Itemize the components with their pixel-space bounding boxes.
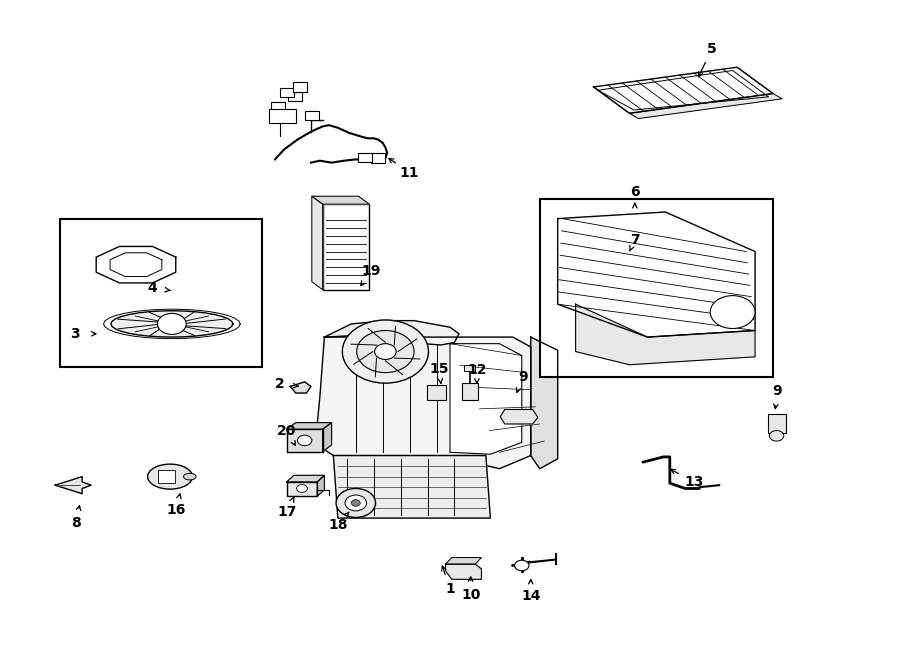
Bar xyxy=(357,153,372,162)
Circle shape xyxy=(710,295,755,329)
Polygon shape xyxy=(333,455,490,518)
Text: 6: 6 xyxy=(630,185,640,199)
Bar xyxy=(269,108,296,123)
Polygon shape xyxy=(322,422,331,451)
Polygon shape xyxy=(287,422,331,429)
Circle shape xyxy=(298,435,311,446)
Bar xyxy=(288,93,302,101)
Text: 17: 17 xyxy=(277,504,296,518)
Polygon shape xyxy=(315,337,531,469)
Circle shape xyxy=(336,488,375,518)
Text: 14: 14 xyxy=(521,590,541,603)
Polygon shape xyxy=(324,321,459,345)
Polygon shape xyxy=(558,212,755,337)
Polygon shape xyxy=(594,67,773,113)
Polygon shape xyxy=(629,94,782,118)
Text: 11: 11 xyxy=(400,165,419,180)
Text: 3: 3 xyxy=(70,327,80,341)
Text: 12: 12 xyxy=(467,363,487,377)
Text: 18: 18 xyxy=(328,518,347,531)
Text: 9: 9 xyxy=(518,369,527,383)
Polygon shape xyxy=(111,311,233,337)
Ellipse shape xyxy=(184,473,196,480)
Polygon shape xyxy=(576,304,755,365)
Polygon shape xyxy=(317,475,324,496)
Text: 4: 4 xyxy=(148,281,157,295)
Bar xyxy=(371,153,385,163)
Bar xyxy=(158,470,175,483)
Ellipse shape xyxy=(148,464,193,489)
Text: 5: 5 xyxy=(707,42,717,56)
Bar xyxy=(427,385,446,400)
Polygon shape xyxy=(96,247,176,283)
Text: 2: 2 xyxy=(274,377,284,391)
Bar xyxy=(322,204,369,290)
Text: 16: 16 xyxy=(166,502,186,516)
Text: 1: 1 xyxy=(446,582,454,596)
Circle shape xyxy=(515,561,529,570)
Text: 9: 9 xyxy=(773,384,782,398)
Text: 15: 15 xyxy=(429,362,449,375)
Circle shape xyxy=(351,500,360,506)
Polygon shape xyxy=(311,196,322,290)
Polygon shape xyxy=(500,409,538,424)
Polygon shape xyxy=(446,558,482,564)
Text: 7: 7 xyxy=(630,233,640,247)
Polygon shape xyxy=(55,477,91,494)
Circle shape xyxy=(345,495,366,511)
Polygon shape xyxy=(450,344,522,454)
Circle shape xyxy=(374,344,396,360)
Polygon shape xyxy=(531,337,558,469)
Bar xyxy=(304,111,319,120)
Polygon shape xyxy=(291,382,310,393)
Polygon shape xyxy=(311,196,369,204)
Polygon shape xyxy=(287,429,322,451)
Bar xyxy=(462,383,478,400)
Bar xyxy=(280,88,294,97)
Text: 10: 10 xyxy=(461,588,481,602)
Bar xyxy=(768,414,786,432)
Bar xyxy=(464,365,475,371)
Text: 13: 13 xyxy=(684,475,704,489)
Circle shape xyxy=(356,330,414,373)
Text: 19: 19 xyxy=(362,264,381,278)
Circle shape xyxy=(297,485,307,492)
Text: 8: 8 xyxy=(71,516,81,529)
Polygon shape xyxy=(287,475,324,482)
Polygon shape xyxy=(287,482,317,496)
Bar xyxy=(540,199,773,377)
Bar xyxy=(293,83,307,92)
Polygon shape xyxy=(446,564,482,579)
Circle shape xyxy=(342,320,428,383)
Bar xyxy=(271,102,285,111)
Circle shape xyxy=(770,430,784,441)
Bar xyxy=(59,219,262,367)
Text: 20: 20 xyxy=(277,424,296,438)
Circle shape xyxy=(158,313,186,334)
